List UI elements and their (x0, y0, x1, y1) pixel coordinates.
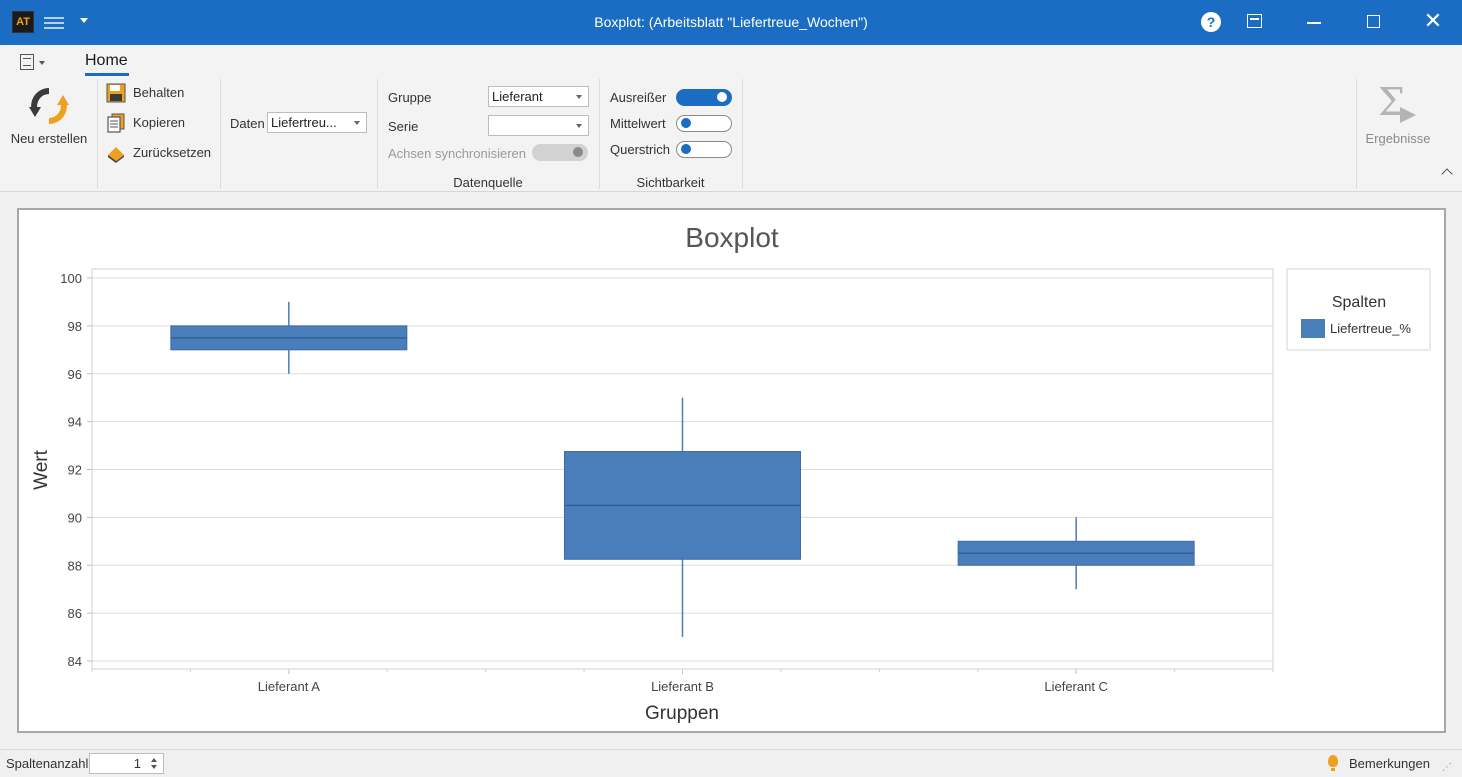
y-tick-label: 90 (68, 510, 82, 525)
ausreisser-toggle[interactable] (676, 89, 732, 106)
document-icon (20, 54, 34, 70)
behalten-button[interactable]: Behalten (106, 83, 206, 105)
y-tick-label: 88 (68, 558, 82, 573)
y-tick-label: 94 (68, 415, 82, 430)
legend-entry: Liefertreue_% (1330, 321, 1411, 336)
daten-label: Daten (230, 116, 265, 131)
stepper-down-icon[interactable] (151, 765, 157, 769)
gruppe-dropdown-value: Lieferant (492, 89, 543, 104)
querstrich-label: Querstrich (610, 142, 670, 157)
app-icon[interactable]: AT (12, 11, 34, 33)
kopieren-label: Kopieren (133, 115, 186, 130)
y-tick-label: 92 (68, 463, 82, 478)
y-tick-label: 84 (68, 654, 82, 669)
refresh-icon (29, 88, 69, 124)
chevron-down-icon (576, 124, 582, 128)
spaltenanzahl-label: Spaltenanzahl (6, 756, 89, 771)
mittelwert-toggle[interactable] (676, 115, 732, 132)
sichtbarkeit-caption: Sichtbarkeit (636, 175, 705, 190)
ribbon-separator (1356, 79, 1357, 189)
legend-swatch (1301, 319, 1325, 338)
file-menu-button[interactable] (20, 54, 46, 72)
querstrich-toggle[interactable] (676, 141, 732, 158)
eraser-icon (108, 147, 124, 163)
x-tick-label: Lieferant B (651, 679, 714, 694)
x-axis-label: Gruppen (645, 703, 719, 724)
copy-icon (107, 113, 125, 133)
neu-erstellen-label: Neu erstellen (10, 131, 88, 146)
chevron-down-icon (354, 121, 360, 125)
ribbon-display-icon[interactable] (1247, 14, 1262, 28)
achsen-synchronisieren-toggle[interactable] (532, 144, 588, 161)
resize-grip-icon[interactable]: ⋰ (1442, 762, 1452, 773)
achsen-synchronisieren-label: Achsen synchronisieren (388, 146, 527, 161)
serie-label: Serie (388, 119, 419, 134)
ribbon: Home Neu erstellen Behalten Kopieren (0, 45, 1462, 192)
ausreisser-label: Ausreißer (610, 90, 667, 105)
daten-dropdown-value: Liefertreu... (271, 115, 337, 130)
save-icon (106, 83, 126, 103)
minimize-icon[interactable] (1307, 22, 1321, 24)
bemerkungen-button[interactable]: Bemerkungen (1349, 756, 1430, 771)
ribbon-separator (97, 79, 98, 189)
ribbon-separator (742, 79, 743, 189)
maximize-icon[interactable] (1367, 15, 1380, 28)
gruppe-dropdown[interactable]: Lieferant (488, 86, 589, 107)
chevron-down-icon (576, 95, 582, 99)
collapse-ribbon-icon[interactable] (1441, 168, 1453, 180)
spaltenanzahl-value: 1 (133, 756, 141, 771)
tab-home[interactable]: Home (85, 52, 128, 69)
x-tick-label: Lieferant C (1044, 679, 1108, 694)
y-axis-ticks: 84 86 88 90 92 94 96 98 100 (60, 271, 92, 669)
chevron-down-icon (39, 61, 45, 65)
daten-dropdown[interactable]: Liefertreu... (267, 112, 367, 133)
ribbon-separator (599, 79, 600, 189)
tab-home-underline (85, 73, 129, 76)
mittelwert-label: Mittelwert (610, 116, 666, 131)
zuruecksetzen-label: Zurücksetzen (133, 145, 212, 160)
ribbon-separator (377, 79, 378, 189)
ergebnisse-button[interactable]: Ergebnisse (1365, 131, 1431, 146)
zuruecksetzen-button[interactable]: Zurücksetzen (106, 143, 216, 165)
gruppe-label: Gruppe (388, 90, 432, 105)
stepper-up-icon[interactable] (151, 758, 157, 762)
serie-dropdown[interactable] (488, 115, 589, 136)
lightbulb-icon (1328, 755, 1338, 771)
x-tick-label: Lieferant A (258, 679, 320, 694)
ribbon-separator (220, 79, 221, 189)
kopieren-button[interactable]: Kopieren (106, 113, 206, 135)
datenquelle-caption: Datenquelle (453, 175, 523, 190)
spaltenanzahl-stepper[interactable]: 1 (89, 753, 164, 774)
y-tick-label: 100 (60, 271, 82, 286)
legend-title: Spalten (1332, 294, 1386, 311)
neu-erstellen-button[interactable]: Neu erstellen (0, 79, 97, 189)
window-title: Boxplot: (Arbeitsblatt "Liefertreue_Woch… (594, 14, 868, 30)
arrow-right-icon (1400, 107, 1416, 123)
chevron-down-icon[interactable] (80, 18, 88, 23)
chart-title: Boxplot (685, 222, 779, 253)
x-axis-ticks: Lieferant A Lieferant B Lieferant C (91, 669, 1274, 694)
y-axis-label: Wert (31, 449, 52, 489)
hamburger-menu-icon[interactable] (44, 14, 64, 30)
title-bar: AT Boxplot: (Arbeitsblatt "Liefertreue_W… (0, 0, 1462, 45)
help-icon[interactable]: ? (1201, 12, 1221, 32)
y-tick-label: 86 (68, 606, 82, 621)
y-tick-label: 96 (68, 367, 82, 382)
y-tick-label: 98 (68, 319, 82, 334)
behalten-label: Behalten (133, 85, 185, 100)
close-icon[interactable]: ✕ (1423, 8, 1443, 33)
boxes (170, 301, 1195, 638)
status-bar: Spaltenanzahl 1 Bemerkungen ⋰ (0, 749, 1462, 777)
